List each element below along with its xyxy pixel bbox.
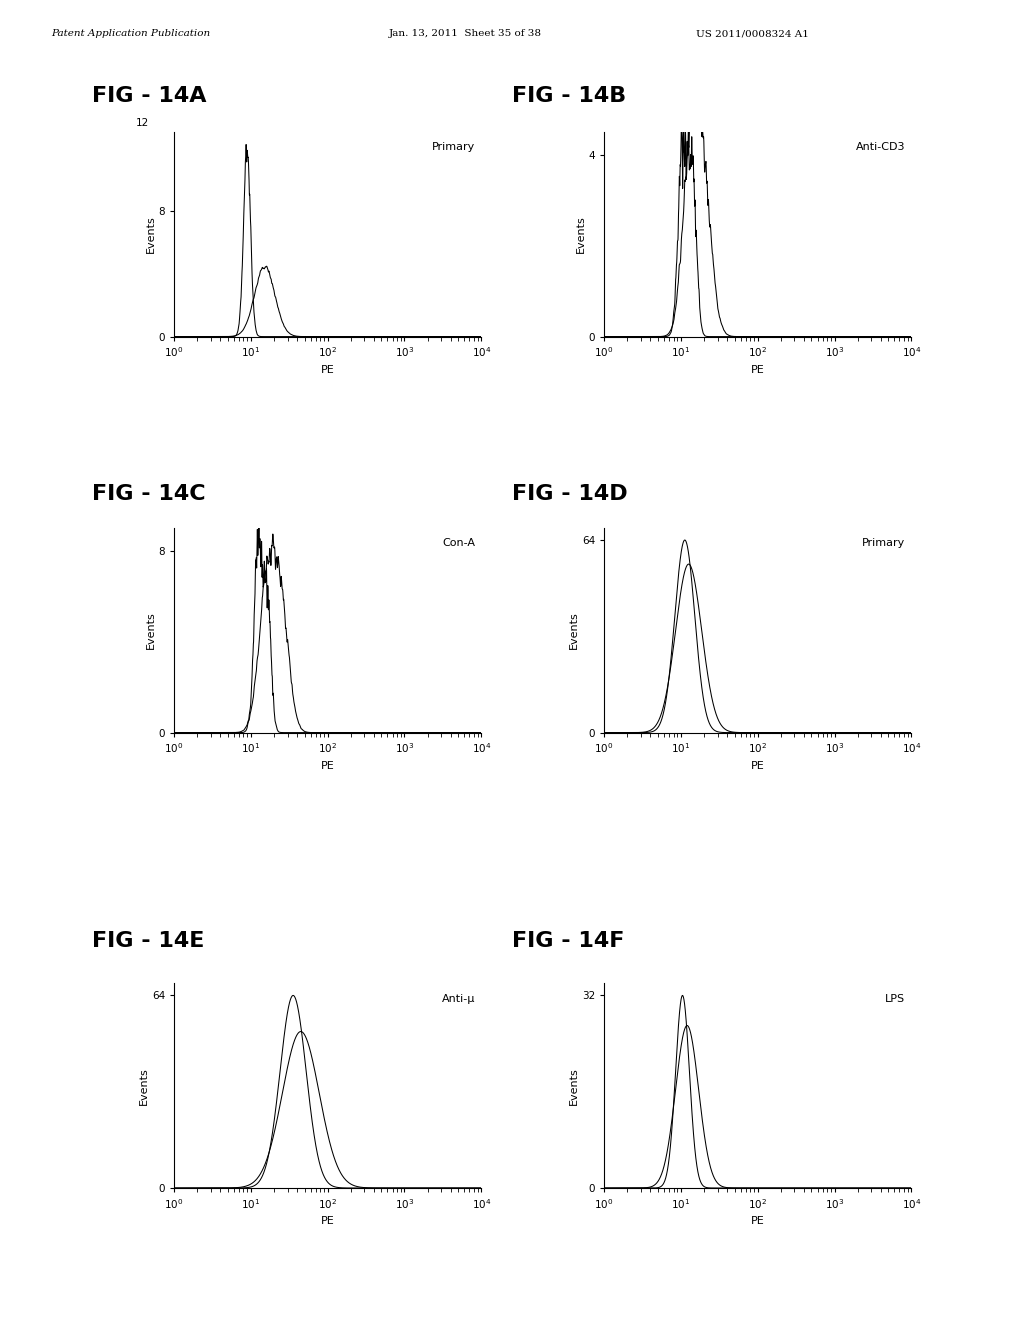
X-axis label: PE: PE [751,366,765,375]
Y-axis label: Events: Events [569,611,580,649]
X-axis label: PE: PE [321,762,335,771]
Text: FIG - 14B: FIG - 14B [512,86,627,106]
Text: FIG - 14E: FIG - 14E [92,931,205,950]
Text: FIG - 14F: FIG - 14F [512,931,625,950]
Text: Primary: Primary [432,143,475,152]
Text: Anti-μ: Anti-μ [441,994,475,1003]
Y-axis label: Events: Events [569,1067,580,1105]
Text: FIG - 14D: FIG - 14D [512,484,628,504]
Y-axis label: Events: Events [139,1067,150,1105]
Text: Anti-CD3: Anti-CD3 [856,143,905,152]
Text: LPS: LPS [885,994,905,1003]
Y-axis label: Events: Events [145,611,156,649]
Text: Jan. 13, 2011  Sheet 35 of 38: Jan. 13, 2011 Sheet 35 of 38 [389,29,542,38]
Text: US 2011/0008324 A1: US 2011/0008324 A1 [696,29,809,38]
Text: Con-A: Con-A [442,539,475,548]
Text: FIG - 14C: FIG - 14C [92,484,206,504]
Text: 12: 12 [136,117,150,128]
Text: FIG - 14A: FIG - 14A [92,86,207,106]
X-axis label: PE: PE [751,1217,765,1226]
X-axis label: PE: PE [751,762,765,771]
Text: Patent Application Publication: Patent Application Publication [51,29,210,38]
X-axis label: PE: PE [321,1217,335,1226]
X-axis label: PE: PE [321,366,335,375]
Y-axis label: Events: Events [145,215,156,253]
Text: Primary: Primary [862,539,905,548]
Y-axis label: Events: Events [575,215,586,253]
